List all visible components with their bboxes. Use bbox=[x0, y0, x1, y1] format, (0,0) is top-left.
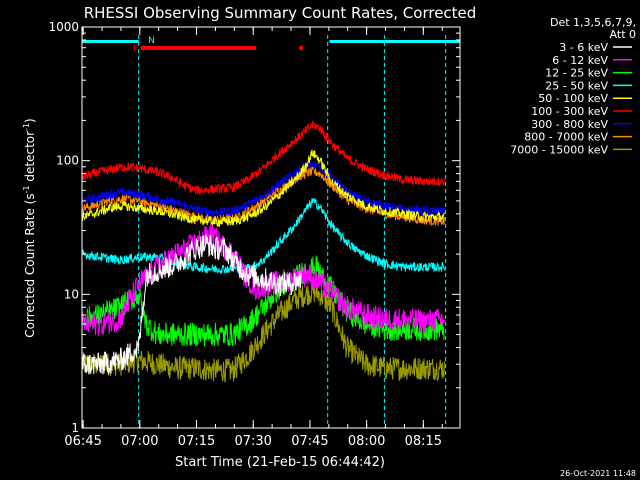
y-tick-label: 1 bbox=[71, 421, 79, 435]
x-tick-label: 06:45 bbox=[64, 434, 101, 449]
footer-date: 26-Oct-2021 11:48 bbox=[560, 469, 636, 478]
y-tick-label: 100 bbox=[56, 154, 79, 168]
legend-header-line1: Det 1,3,5,6,7,9, bbox=[550, 16, 636, 29]
series-line-100-300-kev bbox=[81, 120, 445, 195]
x-tick-label: 07:15 bbox=[178, 434, 215, 449]
legend-label: 3 - 6 keV bbox=[559, 41, 608, 54]
series-line-50-100-kev bbox=[81, 149, 445, 228]
y-axis-label-sup1: -1 bbox=[22, 185, 31, 193]
legend-header-line2: Att 0 bbox=[610, 28, 636, 41]
y-axis-label-mid: detector bbox=[23, 131, 37, 186]
legend-label: 800 - 7000 keV bbox=[524, 131, 608, 144]
y-axis-label-end: ) bbox=[23, 118, 37, 123]
series-layer bbox=[81, 120, 445, 383]
red-flag-bar-1 bbox=[140, 46, 256, 50]
series-line-300-800-kev bbox=[81, 160, 445, 218]
flag-label-n: N bbox=[148, 36, 155, 46]
red-flag-bar-2 bbox=[299, 46, 304, 50]
cyan-flag-bar-2 bbox=[329, 40, 460, 43]
x-tick-label: 08:15 bbox=[405, 434, 442, 449]
legend-label: 12 - 25 keV bbox=[545, 67, 608, 80]
y-axis-label-sup2: -1 bbox=[22, 123, 31, 131]
plot-frame bbox=[81, 26, 461, 429]
legend-label: 7000 - 15000 keV bbox=[510, 143, 608, 156]
x-axis-label: Start Time (21-Feb-15 06:44:42) bbox=[175, 455, 385, 470]
legend-label: 6 - 12 keV bbox=[552, 54, 608, 67]
plot-area: NF bbox=[82, 35, 460, 428]
series-line-25-50-kev bbox=[81, 197, 445, 274]
y-axis-label: Corrected Count Rate (s-1 detector-1) bbox=[22, 118, 37, 337]
y-tick-label: 10 bbox=[64, 287, 79, 301]
legend-label: 50 - 100 keV bbox=[538, 92, 608, 105]
chart-title: RHESSI Observing Summary Count Rates, Co… bbox=[84, 4, 477, 22]
y-axis-label-main: Corrected Count Rate (s bbox=[23, 193, 37, 337]
legend-label: 25 - 50 keV bbox=[545, 79, 608, 92]
x-tick-label: 07:45 bbox=[291, 434, 328, 449]
legend-label: 100 - 300 keV bbox=[531, 105, 608, 118]
series-line-7000-15000-kev bbox=[81, 280, 445, 383]
series-line-3-6-kev bbox=[81, 234, 302, 375]
axis-layer: 1 10 100 1000 06:45 07:00 07:15 07:30 07:45 08:00… bbox=[48, 20, 461, 449]
x-tick-label: 08:00 bbox=[348, 434, 385, 449]
y-tick-label: 1000 bbox=[48, 20, 79, 34]
x-tick-label: 07:00 bbox=[121, 434, 158, 449]
flag-label-f: F bbox=[133, 44, 138, 54]
cyan-flag-bar-1 bbox=[82, 40, 139, 43]
legend-label: 300 - 800 keV bbox=[531, 118, 608, 131]
x-tick-label: 07:30 bbox=[234, 434, 271, 449]
